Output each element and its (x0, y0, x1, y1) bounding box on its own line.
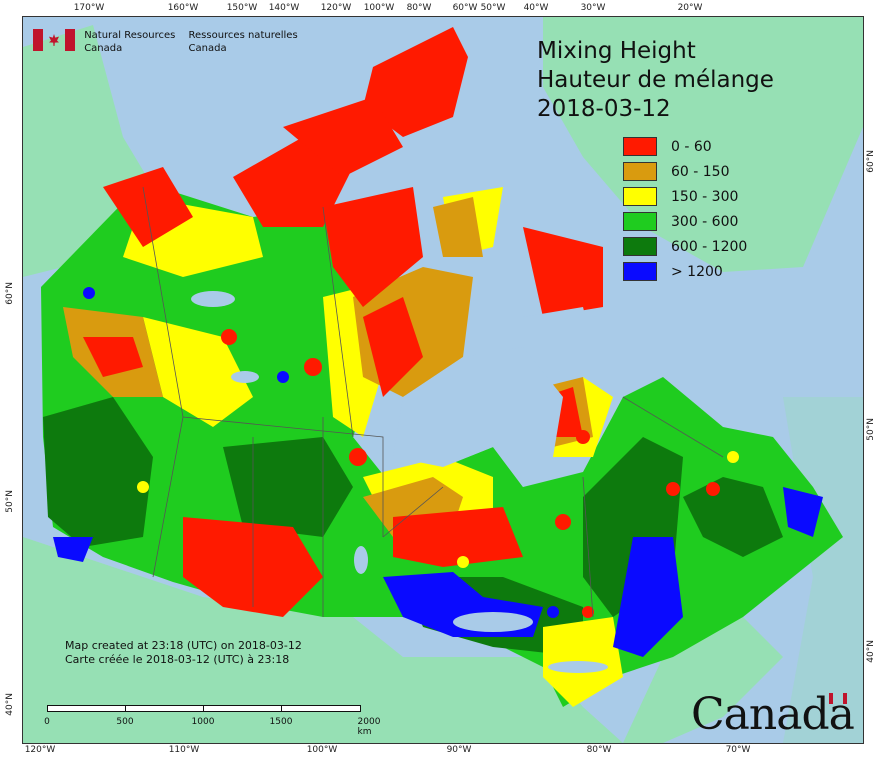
lon-tick-top: 80°W (406, 3, 432, 13)
legend-swatch (623, 237, 657, 256)
lon-tick-top: 150°W (226, 3, 258, 13)
map-title: Mixing Height Hauteur de mélange 2018-03… (537, 37, 774, 124)
legend-swatch (623, 212, 657, 231)
lat-tick-right: 60°N (866, 150, 876, 173)
legend-item: > 1200 (623, 259, 747, 284)
legend-item: 300 - 600 (623, 209, 747, 234)
map-panel[interactable]: Natural Resources Canada Ressources natu… (22, 16, 864, 744)
scale-segment (47, 705, 127, 712)
legend-label: 300 - 600 (671, 213, 739, 230)
legend-swatch (623, 137, 657, 156)
lat-tick-right: 50°N (866, 418, 876, 441)
org-name-fr: Ressources naturelles Canada (189, 29, 298, 55)
lon-tick-top: 140°W (268, 3, 300, 13)
lat-tick-left: 60°N (5, 282, 15, 305)
lon-tick-bottom: 70°W (725, 745, 751, 755)
credit-fr: Carte créée le 2018-03-12 (UTC) à 23:18 (65, 653, 290, 666)
scale-segment (203, 705, 283, 712)
wordmark-flag-icon (829, 693, 847, 704)
map-credit: Map created at 23:18 (UTC) on 2018-03-12… (65, 639, 302, 667)
lon-tick-top: 170°W (73, 3, 105, 13)
lat-tick-left: 40°N (5, 693, 15, 716)
legend-item: 60 - 150 (623, 159, 747, 184)
scale-label: 1000 (191, 717, 215, 727)
scale-label: 500 (116, 717, 134, 727)
scale-label: 0 (44, 717, 50, 727)
scale-label: 2000 km (357, 717, 381, 737)
legend-item: 150 - 300 (623, 184, 747, 209)
lon-tick-top: 120°W (320, 3, 352, 13)
lon-tick-top: 160°W (167, 3, 199, 13)
hudson-bay (393, 347, 563, 487)
lon-tick-bottom: 90°W (446, 745, 472, 755)
credit-en: Map created at 23:18 (UTC) on 2018-03-12 (65, 639, 302, 652)
legend-item: 0 - 60 (623, 134, 747, 159)
zone-over-1200 (53, 287, 823, 657)
legend: 0 - 60 60 - 150 150 - 300 300 - 600 600 … (623, 134, 747, 284)
org-fr-line2: Canada (188, 43, 227, 54)
org-fr-line1: Ressources naturelles (188, 30, 298, 41)
legend-swatch (623, 262, 657, 281)
legend-swatch (623, 187, 657, 206)
legend-label: 150 - 300 (671, 188, 739, 205)
lat-tick-right: 40°N (866, 640, 876, 663)
org-en-line1: Natural Resources (84, 30, 176, 41)
lon-tick-top: 60°W (452, 3, 478, 13)
title-fr: Hauteur de mélange (537, 67, 774, 93)
scale-segment (125, 705, 205, 712)
lon-tick-top: 30°W (580, 3, 606, 13)
legend-label: > 1200 (671, 263, 723, 280)
org-en-line2: Canada (84, 43, 123, 54)
title-date: 2018-03-12 (537, 96, 671, 122)
scale-segment (281, 705, 361, 712)
nrcan-signature: Natural Resources Canada Ressources natu… (33, 29, 308, 55)
lat-tick-left: 50°N (5, 490, 15, 513)
legend-item: 600 - 1200 (623, 234, 747, 259)
legend-swatch (623, 162, 657, 181)
lon-tick-bottom: 110°W (168, 745, 200, 755)
lon-tick-top: 20°W (677, 3, 703, 13)
scale-label: 1500 (269, 717, 293, 727)
legend-label: 600 - 1200 (671, 238, 748, 255)
legend-label: 60 - 150 (671, 163, 730, 180)
lon-tick-top: 40°W (523, 3, 549, 13)
lon-tick-bottom: 100°W (306, 745, 338, 755)
lon-tick-bottom: 120°W (24, 745, 56, 755)
title-en: Mixing Height (537, 38, 696, 64)
lon-tick-bottom: 80°W (586, 745, 612, 755)
hotspots (137, 329, 739, 618)
lon-tick-top: 100°W (363, 3, 395, 13)
provincial-borders (142, 186, 724, 618)
map-canvas (23, 17, 863, 743)
org-name-en: Natural Resources Canada (84, 29, 175, 55)
scale-bar: 0 500 1000 1500 2000 km (44, 703, 380, 737)
legend-label: 0 - 60 (671, 138, 712, 155)
lon-tick-top: 50°W (480, 3, 506, 13)
canada-wordmark: Canada (691, 689, 855, 740)
hudson-strait (523, 307, 593, 357)
lakes (191, 291, 608, 673)
canada-flag-icon (33, 29, 75, 51)
zone-0-60 (83, 27, 603, 617)
